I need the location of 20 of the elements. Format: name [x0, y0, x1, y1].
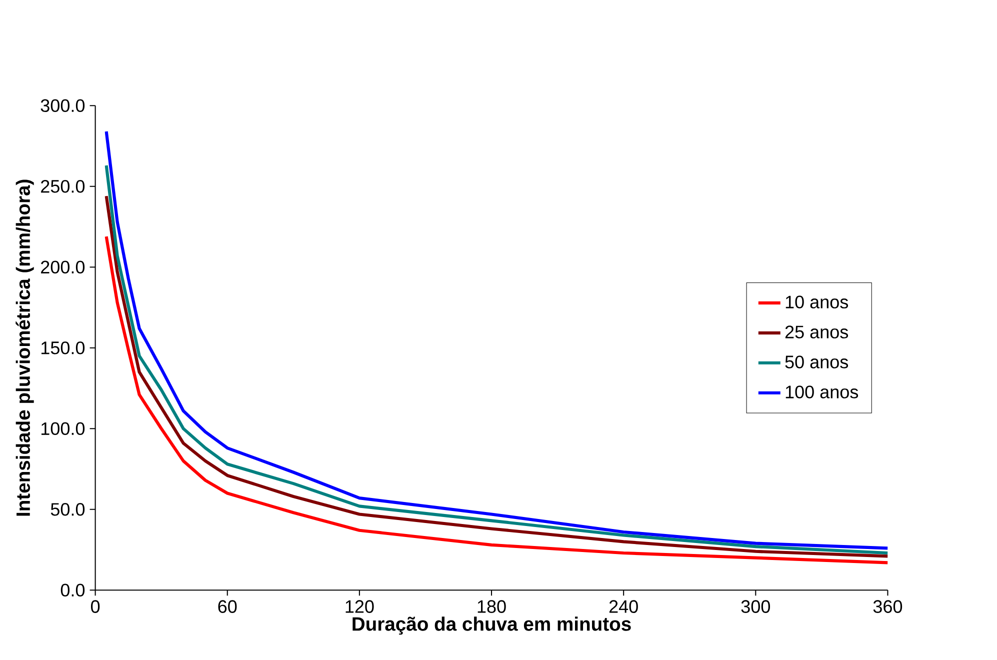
legend-label: 100 anos	[786, 386, 858, 398]
y-tick-label: 50.0	[50, 503, 85, 516]
x-tick-label: 120	[346, 600, 374, 614]
x-tick-label: 300	[741, 600, 770, 614]
y-axis-title: Intensidade pluviométrica (mm/hora)	[16, 180, 34, 516]
x-tick-label: 0	[90, 600, 100, 614]
x-tick-label: 60	[218, 600, 237, 614]
y-tick-label: 0.0	[60, 584, 85, 597]
y-tick-label: 150.0	[41, 342, 85, 354]
y-tick-label: 250.0	[41, 180, 85, 193]
y-tick-label: 100.0	[41, 422, 85, 436]
x-tick-label: 180	[478, 600, 506, 614]
y-tick-label: 300.0	[40, 99, 85, 112]
legend-label: 50 anos	[785, 356, 848, 368]
legend-label: 25 anos	[785, 326, 848, 339]
legend-label: 10 anos	[786, 296, 848, 309]
y-tick-label: 200.0	[41, 260, 85, 274]
x-tick-label: 360	[873, 600, 902, 614]
x-tick-label: 240	[609, 600, 638, 614]
x-axis-title: Duração da chuva em minutos	[352, 616, 631, 635]
